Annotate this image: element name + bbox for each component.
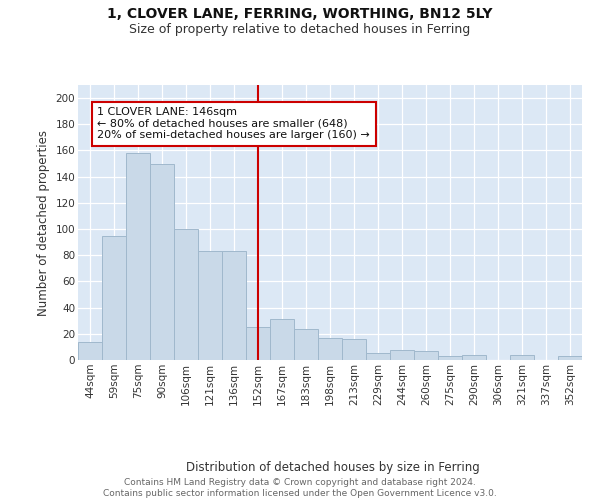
Bar [414,351,438,360]
Bar [342,339,366,360]
Bar [366,354,390,360]
Text: Contains HM Land Registry data © Crown copyright and database right 2024.
Contai: Contains HM Land Registry data © Crown c… [103,478,497,498]
Bar [198,252,222,360]
Bar [246,328,270,360]
Text: Size of property relative to detached houses in Ferring: Size of property relative to detached ho… [130,22,470,36]
Bar [270,320,294,360]
Bar [510,355,534,360]
Bar [462,355,486,360]
Text: Distribution of detached houses by size in Ferring: Distribution of detached houses by size … [186,461,480,474]
Bar [150,164,174,360]
Bar [78,342,102,360]
Text: 1, CLOVER LANE, FERRING, WORTHING, BN12 5LY: 1, CLOVER LANE, FERRING, WORTHING, BN12 … [107,8,493,22]
Bar [174,229,198,360]
Bar [558,356,582,360]
Bar [438,356,462,360]
Y-axis label: Number of detached properties: Number of detached properties [37,130,50,316]
Bar [294,328,318,360]
Bar [222,252,246,360]
Text: 1 CLOVER LANE: 146sqm
← 80% of detached houses are smaller (648)
20% of semi-det: 1 CLOVER LANE: 146sqm ← 80% of detached … [97,108,370,140]
Bar [318,338,342,360]
Bar [390,350,414,360]
Bar [102,236,126,360]
Bar [126,153,150,360]
